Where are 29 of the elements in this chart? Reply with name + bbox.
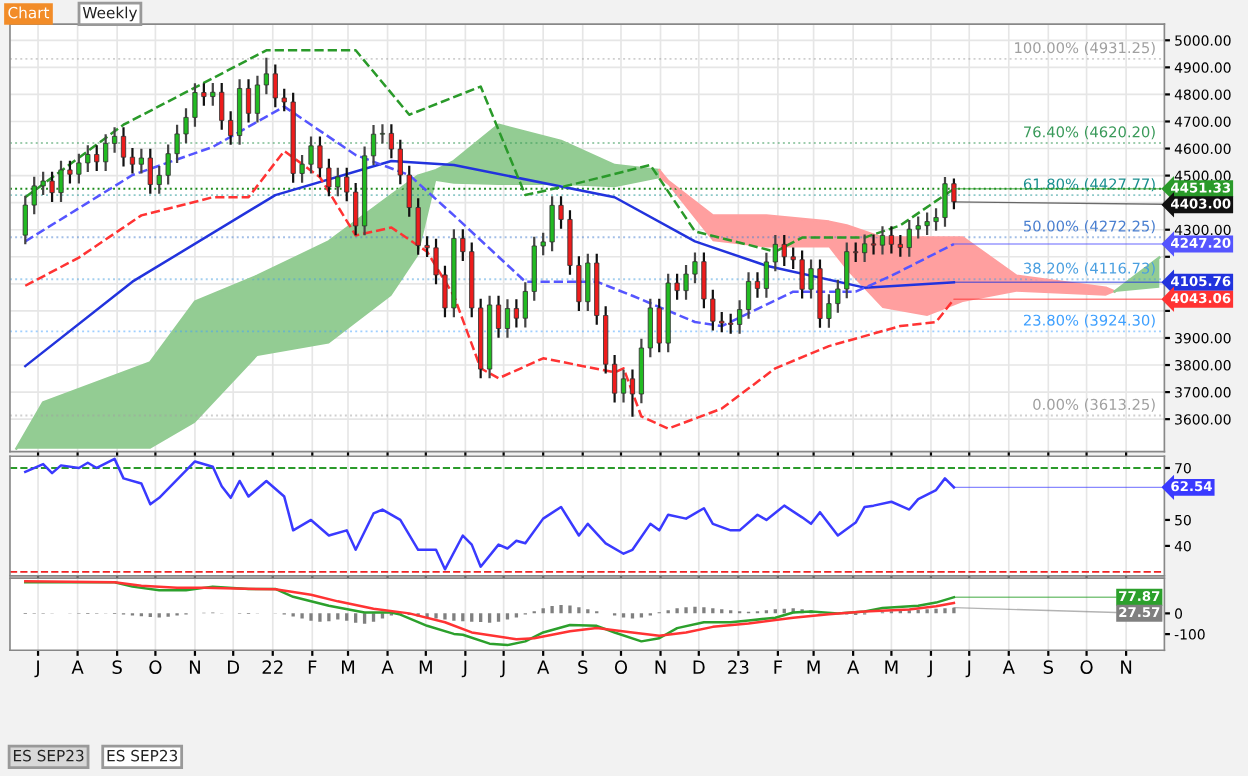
x-tick-label: A: [381, 660, 394, 674]
x-tick-label: M: [342, 660, 355, 674]
x-tick-label: J: [461, 660, 467, 678]
x-tick-label: J: [927, 660, 932, 678]
x-tick-label: J: [34, 660, 39, 678]
x-tick-label: N: [1121, 660, 1132, 674]
x-tick-label: J: [965, 660, 971, 678]
x-tick-label: N: [655, 660, 666, 674]
x-tick-label: O: [149, 660, 162, 674]
x-tick-label: 23: [728, 660, 749, 674]
x-tick-label: S: [1043, 660, 1054, 674]
x-tick-label: M: [419, 660, 432, 674]
x-tick-label: M: [807, 660, 820, 674]
x-tick-label: J: [500, 660, 505, 678]
x-tick-label: A: [1002, 660, 1015, 674]
x-tick-label: 22: [262, 660, 283, 674]
x-tick-label: O: [1080, 660, 1093, 674]
x-tick-label: O: [614, 660, 628, 674]
x-tick-label: M: [885, 660, 898, 674]
x-tick-label: D: [228, 660, 240, 674]
x-tick-label: S: [112, 660, 122, 674]
x-tick-label: S: [578, 660, 588, 674]
x-tick-label: A: [71, 660, 84, 674]
x-tick-label: F: [774, 660, 783, 674]
x-tick-label: N: [189, 660, 200, 674]
x-tick-label: D: [693, 660, 705, 674]
x-tick-label: F: [308, 660, 317, 674]
x-tick-label: A: [847, 660, 860, 674]
x-tick-label: A: [537, 660, 550, 674]
